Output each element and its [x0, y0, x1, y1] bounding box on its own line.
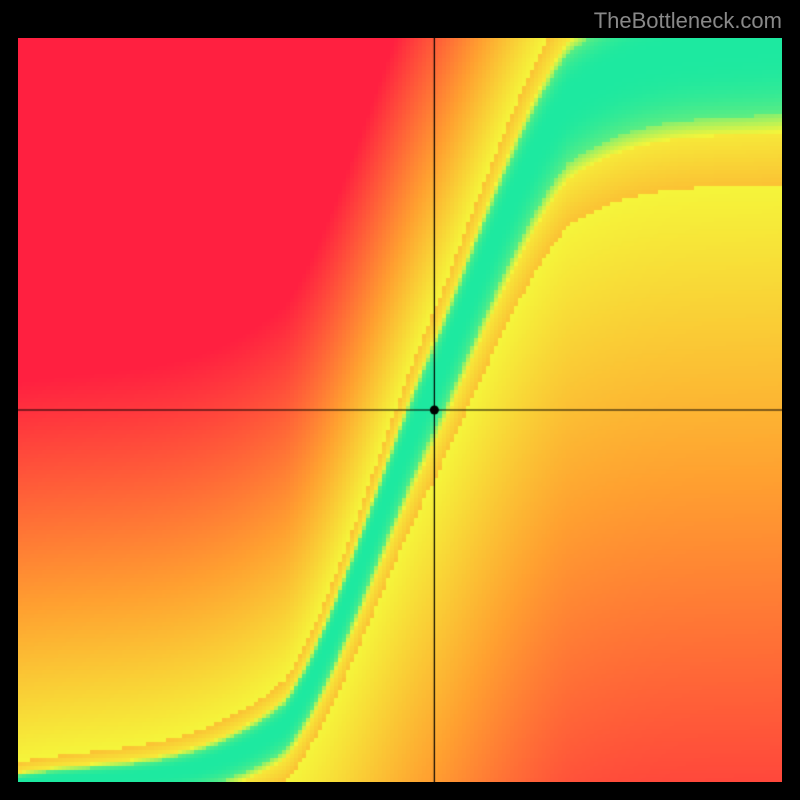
- bottleneck-heatmap: [18, 38, 782, 782]
- watermark-text: TheBottleneck.com: [594, 8, 782, 34]
- heatmap-canvas: [18, 38, 782, 782]
